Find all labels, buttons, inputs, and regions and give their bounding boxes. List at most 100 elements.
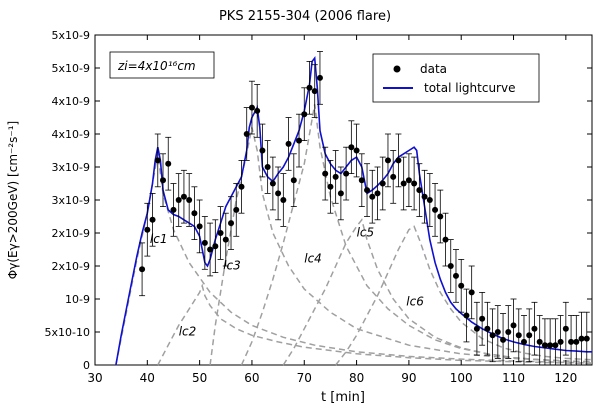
data-point xyxy=(573,338,580,345)
data-point xyxy=(337,190,344,197)
data-point xyxy=(426,197,433,203)
data-point xyxy=(160,177,167,184)
data-point xyxy=(254,107,261,114)
total-lightcurve-group xyxy=(115,56,592,366)
component-curve-lc2 xyxy=(157,283,593,366)
y-tick-label: 4x10-9 xyxy=(52,95,90,108)
data-point xyxy=(547,342,554,349)
data-point xyxy=(421,193,428,200)
data-point xyxy=(154,157,161,164)
data-point xyxy=(165,160,172,167)
data-point xyxy=(473,325,480,332)
data-point xyxy=(364,187,371,194)
legend: data total lightcurve xyxy=(372,53,540,103)
data-point xyxy=(322,170,329,177)
data-point xyxy=(500,336,507,343)
component-labels: lc1 lc2 lc3 lc4 lc5 lc6 xyxy=(150,225,424,338)
data-point xyxy=(280,197,287,203)
data-point xyxy=(374,190,381,197)
y-tick-label: 3x10-9 xyxy=(52,161,90,174)
component-curve-lc4 xyxy=(240,104,593,366)
legend-data-marker xyxy=(393,65,401,73)
component-curve-lc6 xyxy=(335,225,593,366)
data-point xyxy=(395,157,402,164)
x-tick-label: 30 xyxy=(87,371,102,385)
data-point xyxy=(520,338,527,345)
x-tick-label: 100 xyxy=(450,371,473,385)
data-point xyxy=(405,177,412,184)
data-point xyxy=(217,230,224,236)
data-point xyxy=(489,332,496,339)
data-point xyxy=(578,335,585,342)
data-point xyxy=(562,325,569,332)
data-point xyxy=(316,74,323,81)
data-point xyxy=(201,239,208,246)
data-point xyxy=(463,312,470,319)
data-point xyxy=(228,220,235,227)
data-point xyxy=(583,335,590,342)
data-point xyxy=(191,210,198,217)
y-tick-label: 10-9 xyxy=(65,293,90,306)
y-tick-label: 2x10-9 xyxy=(52,260,90,273)
data-point xyxy=(348,144,355,151)
data-point xyxy=(327,183,334,190)
data-point xyxy=(296,137,303,144)
data-point xyxy=(510,322,517,329)
data-point xyxy=(144,226,151,233)
chart-title: PKS 2155-304 (2006 flare) xyxy=(219,9,391,24)
data-point xyxy=(175,197,182,203)
data-point xyxy=(311,88,318,95)
component-curve-lc5 xyxy=(282,218,593,366)
axes: 30 40 50 60 70 80 90 100 110 120 0 5x10-10 10-9 2x10-… xyxy=(45,29,592,385)
data-point xyxy=(390,173,397,180)
data-point xyxy=(458,282,465,289)
legend-data-label: data xyxy=(420,62,447,76)
y-tick-label: 5x10-9 xyxy=(52,29,90,42)
data-point xyxy=(238,183,245,190)
data-point xyxy=(447,263,454,269)
data-point xyxy=(306,84,313,91)
y-tick-label: 0 xyxy=(83,359,90,372)
x-tick-label: 120 xyxy=(554,371,577,385)
data-point xyxy=(384,157,391,164)
data-point xyxy=(452,272,459,279)
x-tick-label: 50 xyxy=(192,371,207,385)
data-point xyxy=(332,173,339,180)
data-point xyxy=(207,246,214,253)
annotation-box: zi=4x10¹⁶cm xyxy=(109,51,215,79)
data-point xyxy=(285,140,292,147)
component-label-lc1: lc1 xyxy=(150,232,168,246)
data-point xyxy=(515,332,522,339)
x-tick-label: 90 xyxy=(401,371,416,385)
y-axis-label: Φγ(Eγ>200GeV) [cm⁻²s⁻¹] xyxy=(6,121,20,279)
data-point xyxy=(526,332,533,339)
data-point xyxy=(416,187,423,194)
data-point xyxy=(505,329,512,335)
annotation-text: zi=4x10¹⁶cm xyxy=(117,59,196,73)
data-point xyxy=(233,206,240,213)
data-point xyxy=(243,131,250,137)
data-point xyxy=(479,315,486,322)
y-tick-label: 5x10-10 xyxy=(45,326,90,339)
data-points xyxy=(139,51,590,366)
data-point xyxy=(290,177,297,184)
data-point xyxy=(353,147,360,154)
data-point xyxy=(536,338,543,345)
legend-total-label: total lightcurve xyxy=(424,81,515,95)
data-point xyxy=(264,164,271,170)
x-tick-label: 40 xyxy=(140,371,155,385)
data-point xyxy=(557,338,564,345)
data-point xyxy=(275,190,282,197)
data-point xyxy=(468,289,475,296)
data-point xyxy=(541,342,548,349)
legend-frame xyxy=(372,53,540,103)
y-tick-label: 2x10-9 xyxy=(52,227,90,240)
data-point xyxy=(400,180,407,187)
x-tick-label: 60 xyxy=(244,371,259,385)
data-point xyxy=(358,177,365,184)
data-point xyxy=(139,266,146,273)
data-point xyxy=(248,104,255,111)
x-tick-label: 110 xyxy=(502,371,525,385)
data-point xyxy=(369,193,376,200)
x-axis-label: t [min] xyxy=(321,390,365,405)
